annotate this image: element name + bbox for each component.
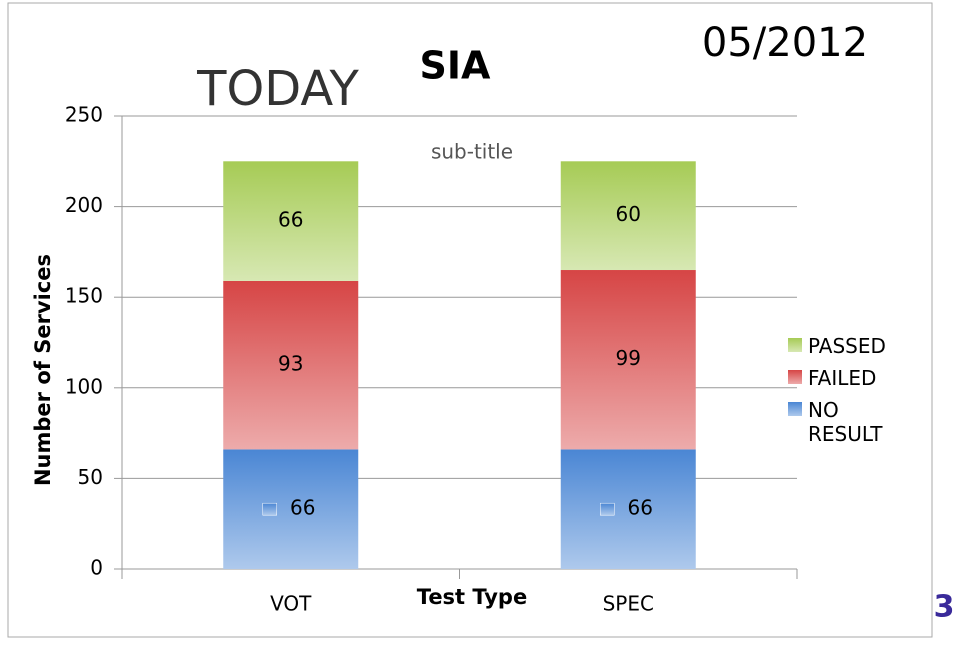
y-tick-label: 100 (65, 374, 103, 398)
slide-number: 3 (934, 590, 955, 625)
y-tick-label: 50 (78, 465, 103, 489)
legend-item: NO RESULT (788, 398, 918, 446)
y-tick-label: 250 (65, 103, 103, 127)
legend-label: FAILED (808, 366, 877, 390)
y-tick-label: 0 (90, 556, 103, 580)
data-label: 66 (628, 496, 653, 520)
label-key (600, 502, 615, 516)
legend-label: PASSED (808, 334, 886, 358)
bar-segment (223, 449, 359, 569)
label-key (262, 502, 277, 516)
legend-swatch (788, 338, 802, 352)
y-tick-label: 200 (65, 193, 103, 217)
data-label: 66 (278, 208, 303, 232)
legend-swatch (788, 370, 802, 384)
y-tick-label: 150 (65, 284, 103, 308)
subtitle: sub-title (431, 140, 513, 164)
slide-border (7, 2, 933, 638)
legend-item: PASSED (788, 334, 918, 358)
data-label: 60 (616, 202, 641, 226)
bar-segment (223, 280, 359, 450)
heading: TODAY (196, 61, 359, 117)
bar-segment (560, 270, 696, 450)
y-axis-label: Number of Services (31, 254, 55, 486)
bar-segment (223, 161, 359, 281)
legend-label: NO RESULT (808, 398, 883, 446)
data-label: 99 (616, 346, 641, 370)
data-label: 93 (278, 352, 303, 376)
x-tick-label: VOT (270, 592, 312, 616)
chart-title: SIA (420, 44, 492, 88)
data-label: 66 (290, 496, 315, 520)
legend-swatch (788, 402, 802, 416)
legend-item: FAILED (788, 366, 918, 390)
x-axis-label: Test Type (417, 585, 527, 609)
bar-segment (560, 449, 696, 569)
legend: PASSED FAILED NO RESULT (788, 334, 918, 454)
date: 05/2012 (702, 20, 868, 66)
bar-segment (560, 161, 696, 271)
x-tick-label: SPEC (603, 592, 654, 616)
